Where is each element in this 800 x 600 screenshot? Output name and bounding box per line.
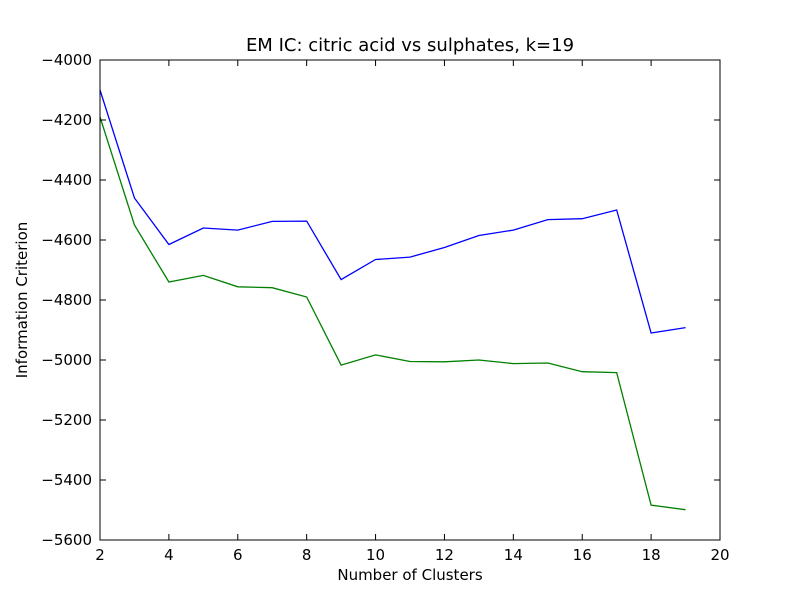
x-tick-label: 10: [366, 546, 385, 564]
x-tick-label: 12: [435, 546, 454, 564]
y-tick-label: −5600: [41, 531, 92, 549]
x-tick-label: 20: [710, 546, 729, 564]
x-tick-label: 4: [164, 546, 174, 564]
y-tick-label: −5000: [41, 351, 92, 369]
x-tick-label: 18: [642, 546, 661, 564]
y-tick-label: −4800: [41, 291, 92, 309]
plot-area: 2 4 6 8 10 12 14 16 18 20 −4000 −4200 −4400 −4600 −480…: [41, 51, 729, 564]
x-tick-label: 8: [302, 546, 312, 564]
chart-title: EM IC: citric acid vs sulphates, k=19: [246, 35, 574, 56]
y-tick-label: −4400: [41, 171, 92, 189]
x-tick-label: 2: [95, 546, 105, 564]
y-tick-label: −5200: [41, 411, 92, 429]
y-tick-label: −4600: [41, 231, 92, 249]
x-tick-label: 6: [233, 546, 243, 564]
y-axis-title: Information Criterion: [13, 222, 31, 379]
series-line-2: [99, 116, 686, 511]
series-line-1: [99, 89, 686, 334]
x-axis-title: Number of Clusters: [337, 566, 482, 584]
y-tick-label: −5400: [41, 471, 92, 489]
y-tick-label: −4200: [41, 111, 92, 129]
x-tick-label: 14: [504, 546, 523, 564]
x-tick-label: 16: [573, 546, 592, 564]
y-tick-label: −4000: [41, 51, 92, 69]
